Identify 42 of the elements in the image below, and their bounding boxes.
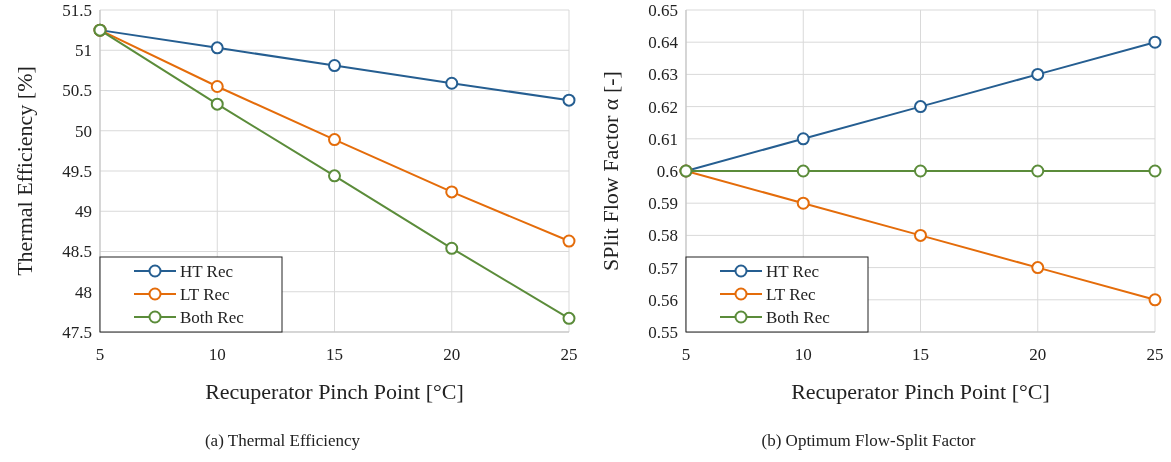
x-tick-label: 20: [443, 345, 461, 364]
y-tick-label: 47.5: [62, 322, 92, 342]
y-tick-label: 50: [75, 121, 92, 141]
y-tick-label: 0.62: [648, 97, 678, 117]
x-axis-title: Recuperator Pinch Point [°C]: [791, 379, 1050, 404]
x-tick-label: 5: [681, 345, 691, 364]
y-tick-label: 48: [75, 282, 92, 302]
legend-label: Both Rec: [180, 307, 245, 327]
y-axis-title: Thermal Efficiency [%]: [12, 66, 37, 276]
legend-label: HT Rec: [180, 261, 234, 281]
y-tick-label: 0.56: [648, 290, 678, 310]
y-tick-label: 0.55: [648, 322, 678, 342]
y-tick-label: 0.64: [648, 33, 679, 53]
y-tick-label: 0.57: [648, 258, 679, 278]
y-tick-label: 48.5: [62, 242, 92, 262]
legend-label: HT Rec: [766, 261, 820, 281]
text: (a) Thermal Efficiency: [204, 431, 361, 450]
x-axis-title: Recuperator Pinch Point [°C]: [205, 379, 464, 404]
x-tick-label: 15: [912, 345, 929, 364]
y-tick-label: 50.5: [62, 81, 92, 101]
x-tick-label: 10: [794, 345, 812, 364]
y-axis-title: SPlit Flow Factor α [-]: [598, 71, 623, 271]
legend-label: LT Rec: [766, 284, 817, 304]
y-tick-label: 0.63: [648, 65, 678, 85]
y-tick-label: 0.58: [648, 226, 678, 246]
legend-label: LT Rec: [180, 284, 231, 304]
y-tick-label: 49: [75, 202, 92, 222]
legend-label: Both Rec: [766, 307, 831, 327]
x-tick-label: 15: [326, 345, 343, 364]
text: (b) Optimum Flow-Split Factor: [761, 431, 976, 450]
x-tick-label: 5: [95, 345, 105, 364]
y-tick-label: 0.6: [656, 161, 678, 181]
y-tick-label: 51.5: [62, 0, 92, 20]
y-tick-label: 0.61: [648, 129, 678, 149]
y-tick-label: 49.5: [62, 161, 92, 181]
x-tick-label: 20: [1029, 345, 1047, 364]
y-tick-label: 0.59: [648, 194, 678, 214]
x-tick-label: 10: [208, 345, 226, 364]
x-tick-label: 25: [560, 345, 578, 364]
y-tick-label: 51: [75, 41, 92, 61]
y-tick-label: 0.65: [648, 0, 678, 20]
x-tick-label: 25: [1146, 345, 1164, 364]
